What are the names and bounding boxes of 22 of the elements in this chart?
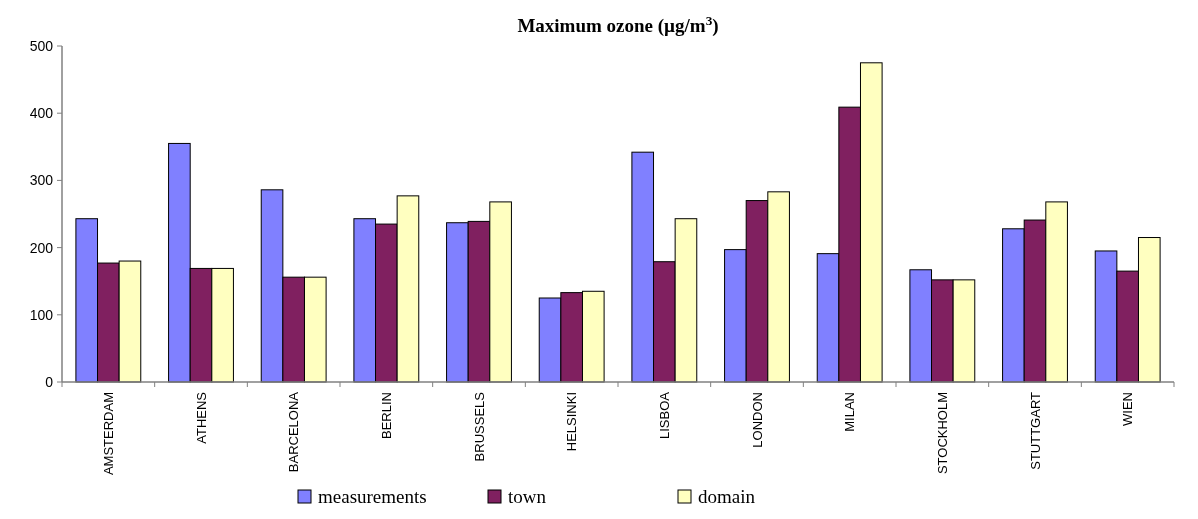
x-tick-label: MILAN (842, 392, 858, 432)
y-tick-label: 500 (29, 37, 54, 54)
y-tick-label: 0 (45, 373, 54, 390)
x-tick-label: LONDON (749, 392, 765, 448)
x-tick-label: LISBOA (656, 391, 672, 439)
x-tick-label: BARCELONA (286, 391, 302, 473)
x-tick-label: HELSINKI (564, 392, 580, 452)
x-tick-label: ATHENS (193, 391, 209, 444)
x-tick-label: BRUSSELS (471, 391, 487, 462)
x-tick-label: AMSTERDAM (100, 392, 116, 476)
legend-label: measurements (318, 486, 427, 507)
y-tick-label: 400 (29, 105, 54, 122)
x-tick-label: STUTTGART (1027, 391, 1043, 470)
legend-label: domain (698, 486, 756, 507)
x-tick-label: BERLIN (378, 392, 394, 439)
chart-title: Maximum ozone (µg/m$^{3}$) (517, 12, 719, 37)
x-tick-label: STOCKHOLM (934, 392, 950, 475)
legend-label: town (508, 486, 547, 507)
x-tick-label: WIEN (1120, 392, 1136, 426)
y-tick-label: 200 (29, 239, 54, 256)
y-tick-label: 300 (29, 172, 54, 189)
y-tick-label: 100 (29, 306, 54, 323)
